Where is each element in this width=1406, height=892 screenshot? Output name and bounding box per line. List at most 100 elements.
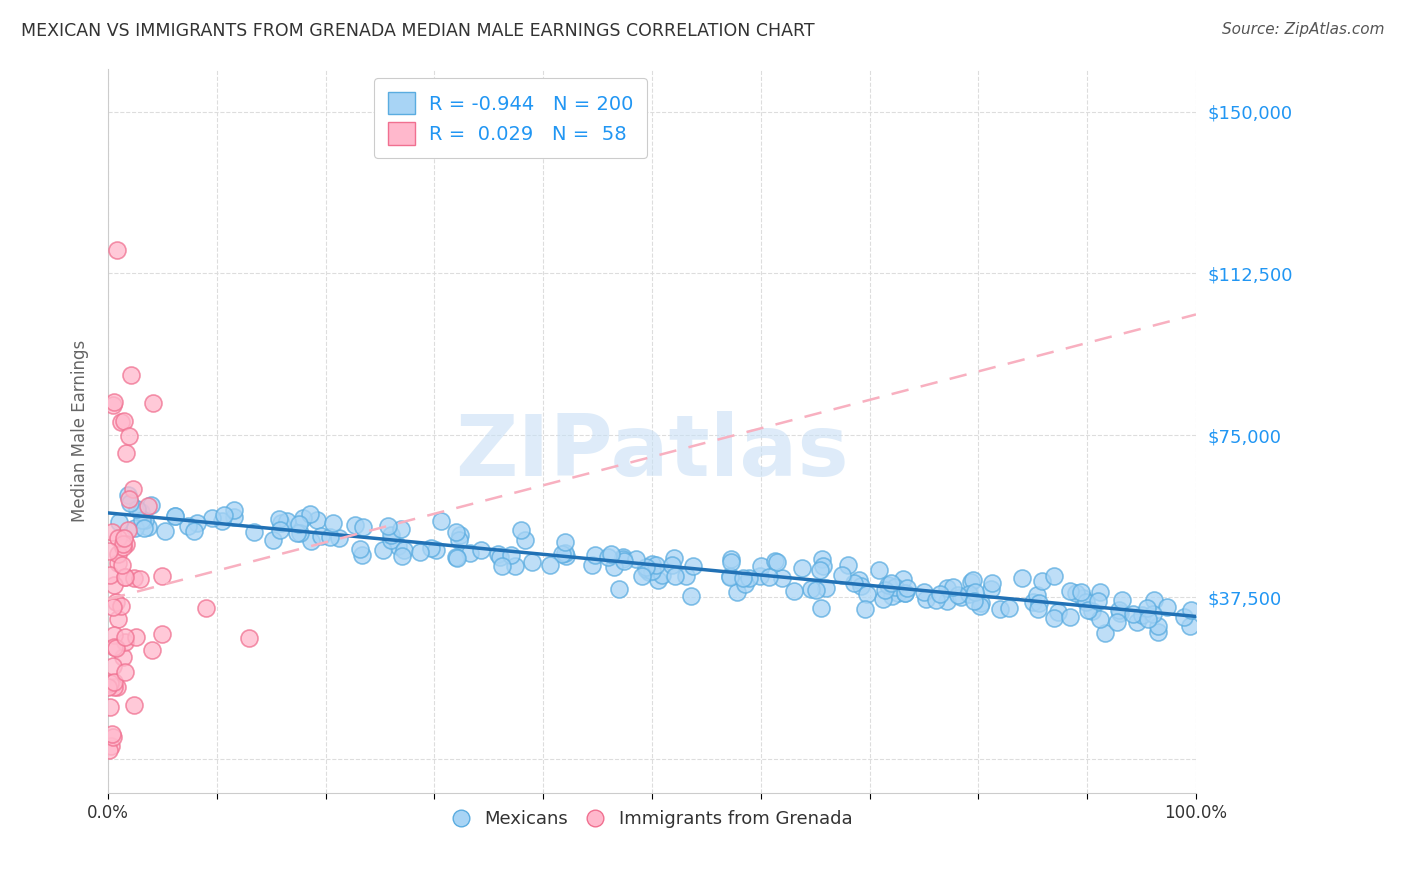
Point	[103, 675, 125, 690]
Point	[749, 559, 772, 574]
Point	[959, 575, 981, 590]
Point	[392, 543, 415, 558]
Point	[111, 558, 134, 573]
Point	[115, 537, 138, 551]
Point	[1026, 602, 1049, 616]
Point	[583, 548, 606, 562]
Point	[105, 595, 128, 609]
Point	[887, 586, 910, 600]
Point	[124, 521, 146, 535]
Point	[758, 570, 780, 584]
Point	[150, 569, 173, 583]
Point	[108, 515, 131, 529]
Point	[1108, 603, 1130, 617]
Point	[100, 739, 122, 753]
Point	[766, 556, 789, 570]
Point	[103, 398, 125, 412]
Point	[661, 558, 683, 572]
Point	[103, 395, 125, 409]
Point	[873, 582, 896, 597]
Point	[105, 680, 128, 694]
Point	[720, 552, 742, 566]
Point	[896, 581, 918, 595]
Point	[1031, 574, 1053, 588]
Point	[925, 593, 948, 607]
Point	[770, 571, 793, 585]
Point	[651, 568, 673, 582]
Point	[808, 563, 831, 577]
Point	[101, 600, 124, 615]
Point	[349, 541, 371, 556]
Point	[107, 531, 129, 545]
Point	[352, 520, 374, 534]
Point	[800, 582, 823, 597]
Point	[980, 582, 1002, 597]
Point	[105, 243, 128, 257]
Point	[641, 564, 664, 578]
Point	[201, 511, 224, 525]
Point	[136, 520, 159, 534]
Point	[1173, 610, 1195, 624]
Point	[177, 518, 200, 533]
Point	[97, 680, 120, 694]
Point	[928, 587, 950, 601]
Point	[1142, 607, 1164, 621]
Point	[165, 509, 187, 524]
Point	[262, 533, 284, 547]
Point	[962, 573, 984, 587]
Point	[486, 547, 509, 561]
Point	[107, 556, 129, 570]
Point	[936, 593, 959, 607]
Point	[120, 368, 142, 382]
Point	[163, 509, 186, 524]
Text: MEXICAN VS IMMIGRANTS FROM GRENADA MEDIAN MALE EARNINGS CORRELATION CHART: MEXICAN VS IMMIGRANTS FROM GRENADA MEDIA…	[21, 22, 814, 40]
Point	[1011, 571, 1033, 585]
Point	[596, 549, 619, 564]
Point	[877, 578, 900, 592]
Point	[1130, 607, 1153, 622]
Point	[980, 576, 1002, 591]
Point	[602, 560, 624, 574]
Point	[444, 550, 467, 565]
Point	[720, 555, 742, 569]
Point	[612, 551, 634, 566]
Point	[134, 521, 156, 535]
Point	[641, 557, 664, 571]
Point	[103, 578, 125, 592]
Point	[1059, 583, 1081, 598]
Point	[118, 429, 141, 443]
Point	[894, 586, 917, 600]
Point	[970, 596, 993, 610]
Point	[269, 511, 291, 525]
Point	[510, 523, 533, 537]
Point	[222, 510, 245, 524]
Point	[387, 540, 409, 554]
Point	[811, 552, 834, 566]
Point	[522, 555, 544, 569]
Point	[112, 531, 135, 545]
Point	[884, 580, 907, 594]
Text: Source: ZipAtlas.com: Source: ZipAtlas.com	[1222, 22, 1385, 37]
Point	[380, 533, 402, 547]
Point	[118, 495, 141, 509]
Point	[1136, 600, 1159, 615]
Point	[848, 573, 870, 587]
Point	[1094, 626, 1116, 640]
Point	[238, 631, 260, 645]
Point	[98, 567, 121, 582]
Point	[112, 414, 135, 428]
Point	[122, 698, 145, 713]
Point	[1178, 618, 1201, 632]
Point	[749, 569, 772, 583]
Point	[1105, 615, 1128, 630]
Point	[107, 612, 129, 626]
Point	[664, 551, 686, 566]
Point	[868, 564, 890, 578]
Point	[1076, 594, 1098, 608]
Point	[718, 570, 741, 584]
Point	[458, 546, 481, 560]
Point	[288, 525, 311, 540]
Point	[112, 536, 135, 550]
Point	[122, 571, 145, 585]
Point	[626, 552, 648, 566]
